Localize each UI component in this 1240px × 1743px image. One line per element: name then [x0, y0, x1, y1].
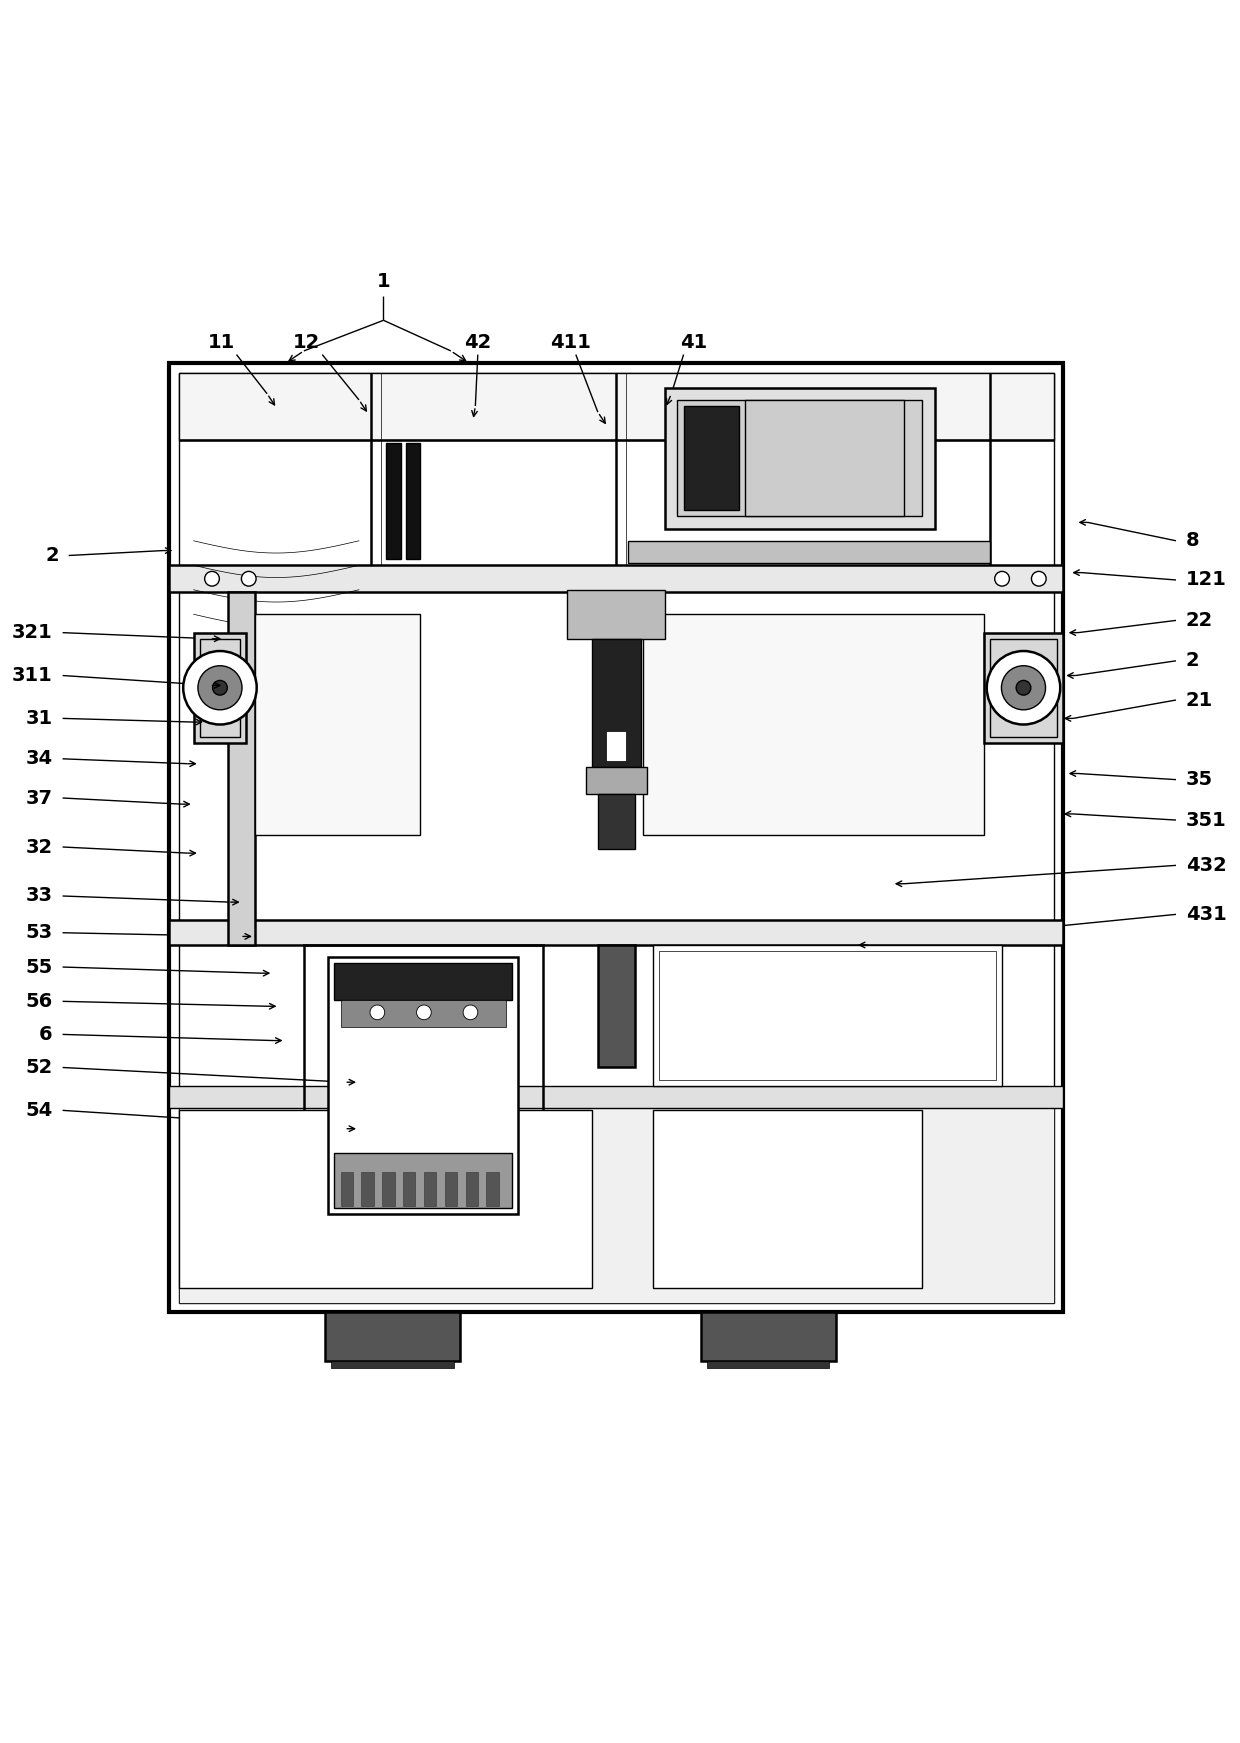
Bar: [386, 443, 401, 560]
Bar: [707, 1361, 830, 1368]
Bar: [304, 945, 543, 1239]
Bar: [255, 614, 420, 835]
Text: 52: 52: [26, 1058, 53, 1077]
Bar: [983, 633, 1064, 743]
Text: 432: 432: [1185, 856, 1226, 875]
Bar: [329, 957, 518, 1215]
Bar: [598, 945, 635, 1067]
Bar: [405, 443, 420, 560]
Bar: [331, 1361, 454, 1368]
Text: 8: 8: [1185, 532, 1199, 551]
Bar: [653, 1110, 923, 1288]
Bar: [228, 593, 255, 945]
Bar: [341, 1171, 353, 1206]
Bar: [585, 767, 647, 795]
Bar: [591, 638, 641, 767]
Bar: [403, 1171, 415, 1206]
Text: 22: 22: [1185, 610, 1213, 629]
Bar: [745, 399, 904, 516]
Bar: [200, 638, 241, 737]
Bar: [169, 920, 1064, 945]
Bar: [169, 363, 1064, 1312]
Text: 11: 11: [208, 333, 236, 352]
Bar: [606, 730, 626, 762]
Text: 12: 12: [293, 333, 320, 352]
Bar: [465, 1171, 477, 1206]
Circle shape: [463, 1006, 477, 1020]
Circle shape: [370, 1006, 384, 1020]
Text: 34: 34: [26, 749, 53, 769]
Circle shape: [987, 652, 1060, 725]
Bar: [335, 1154, 512, 1208]
Text: 55: 55: [26, 957, 53, 976]
Text: 121: 121: [1185, 570, 1226, 589]
Text: 32: 32: [26, 837, 53, 856]
Text: 1: 1: [377, 272, 391, 291]
Circle shape: [198, 666, 242, 709]
Circle shape: [212, 680, 227, 695]
Bar: [644, 614, 983, 835]
Bar: [629, 540, 990, 563]
Bar: [169, 1086, 1064, 1109]
Circle shape: [994, 572, 1009, 586]
Bar: [169, 565, 1064, 593]
Text: 35: 35: [1185, 770, 1213, 790]
Bar: [325, 1312, 460, 1361]
Bar: [335, 964, 512, 1000]
Bar: [179, 1110, 591, 1288]
Bar: [598, 795, 635, 849]
Text: 351: 351: [1185, 810, 1226, 830]
Circle shape: [205, 572, 219, 586]
Bar: [683, 406, 739, 511]
Text: 33: 33: [26, 887, 53, 906]
Text: 2: 2: [1185, 652, 1199, 671]
Bar: [361, 1171, 373, 1206]
Bar: [660, 952, 996, 1079]
Text: 21: 21: [1185, 690, 1213, 709]
Text: 411: 411: [551, 333, 591, 352]
Bar: [665, 387, 935, 528]
Circle shape: [242, 572, 257, 586]
Circle shape: [1016, 680, 1030, 695]
Bar: [567, 589, 665, 638]
Text: 2: 2: [46, 546, 58, 565]
Text: 31: 31: [26, 709, 53, 729]
Bar: [677, 399, 923, 516]
Bar: [653, 945, 1002, 1086]
Text: 53: 53: [26, 924, 53, 943]
Circle shape: [417, 1006, 432, 1020]
Bar: [990, 638, 1058, 737]
Bar: [193, 633, 247, 743]
Text: 56: 56: [26, 992, 53, 1011]
Text: 37: 37: [26, 788, 53, 807]
Circle shape: [1002, 666, 1045, 709]
Bar: [701, 1312, 836, 1361]
Bar: [179, 373, 1054, 441]
Text: 42: 42: [464, 333, 491, 352]
Bar: [445, 1171, 458, 1206]
Bar: [179, 373, 1054, 1302]
Text: 321: 321: [12, 624, 53, 641]
Text: 54: 54: [26, 1102, 53, 1119]
Circle shape: [1032, 572, 1047, 586]
Text: 41: 41: [680, 333, 707, 352]
Text: 6: 6: [40, 1025, 53, 1044]
Text: 311: 311: [12, 666, 53, 685]
Circle shape: [184, 652, 257, 725]
Bar: [382, 1171, 394, 1206]
Bar: [179, 1109, 1054, 1302]
Bar: [424, 1171, 436, 1206]
Text: 431: 431: [1185, 905, 1226, 924]
Bar: [341, 1000, 506, 1027]
Bar: [486, 1171, 498, 1206]
